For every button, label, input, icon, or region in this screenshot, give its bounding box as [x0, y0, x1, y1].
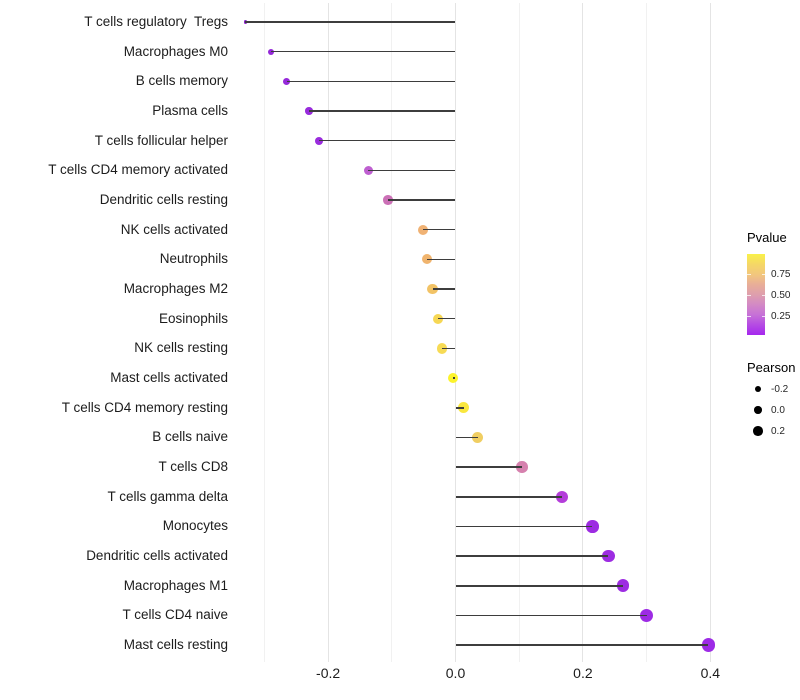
lollipop-segment [455, 466, 522, 468]
pvalue-tick-mark [747, 273, 751, 275]
minor-gridline [518, 3, 520, 662]
legend-pvalue-title: Pvalue [747, 230, 787, 245]
major-gridline [709, 3, 711, 662]
y-axis-label: Macrophages M1 [123, 577, 228, 593]
lollipop-dot [433, 313, 444, 324]
pearson-legend-dot [754, 406, 762, 414]
y-axis-label: NK cells activated [120, 221, 228, 237]
x-axis-tick-label: -0.2 [316, 665, 341, 681]
y-axis-label: Dendritic cells resting [99, 192, 228, 208]
lollipop-segment [432, 288, 456, 290]
lollipop-segment [455, 525, 593, 528]
pvalue-tick-label: 0.75 [771, 268, 791, 280]
y-axis-label: Neutrophils [159, 251, 228, 267]
y-axis-label: B cells memory [135, 73, 228, 89]
y-axis-label: Mast cells activated [110, 370, 228, 386]
lollipop-segment [270, 50, 456, 53]
x-axis-tick-label: 0.0 [445, 665, 466, 681]
y-axis-label: T cells gamma delta [107, 488, 228, 504]
pearson-legend-dot [755, 386, 761, 392]
y-axis-label: T cells CD4 naive [122, 607, 228, 623]
pvalue-tick-mark [761, 273, 765, 275]
lollipop-dot [515, 461, 528, 473]
pvalue-tick-mark [747, 315, 751, 317]
legend-pearson-title: Pearson [747, 360, 796, 375]
lollipop-dot [616, 579, 630, 593]
y-axis-label: T cells CD4 memory resting [61, 399, 228, 415]
x-axis-tick-label: 0.2 [573, 665, 593, 681]
lollipop-segment [455, 436, 478, 439]
lollipop-segment [245, 21, 456, 23]
pearson-legend-label: -0.2 [771, 384, 789, 395]
pearson-legend-label: 0.0 [771, 405, 785, 416]
minor-gridline [646, 3, 648, 662]
y-axis-label: Plasma cells [152, 103, 228, 118]
lollipop-segment [308, 110, 456, 112]
y-axis-label: Monocytes [162, 518, 228, 534]
lollipop-dot [701, 638, 716, 652]
lollipop-segment [455, 644, 709, 646]
lollipop-segment [438, 317, 456, 320]
lollipop-dot [640, 608, 654, 622]
lollipop-dot [427, 283, 438, 295]
lollipop-segment [427, 258, 456, 261]
major-gridline [455, 3, 456, 662]
y-axis-label: T cells CD8 [158, 459, 228, 475]
lollipop-segment [455, 614, 647, 617]
lollipop-segment [423, 228, 456, 231]
lollipop-dot [555, 490, 568, 503]
lollipop-segment [452, 377, 456, 379]
lollipop-dot [472, 431, 484, 443]
y-axis-label: NK cells resting [134, 340, 228, 356]
lollipop-segment [442, 347, 456, 350]
pvalue-tick-label: 0.50 [771, 289, 791, 301]
pvalue-tick-mark [761, 294, 765, 296]
pearson-legend-dot [753, 426, 763, 436]
lollipop-segment [286, 80, 456, 83]
lollipop-segment [455, 584, 624, 587]
y-axis-label: T cells regulatory Tregs [84, 14, 228, 29]
y-axis-label: Dendritic cells activated [86, 548, 228, 564]
lollipop-segment [455, 495, 562, 498]
lollipop-segment [368, 169, 456, 172]
lollipop-dot [458, 402, 470, 414]
lollipop-segment [387, 199, 456, 201]
y-axis-label: B cells naive [152, 429, 228, 445]
pvalue-tick-label: 0.25 [771, 310, 791, 322]
lollipop-segment [455, 406, 464, 409]
pearson-legend-label: 0.2 [771, 426, 785, 437]
x-axis-tick-label: 0.4 [700, 665, 721, 681]
pvalue-tick-mark [747, 294, 751, 296]
pvalue-tick-mark [761, 315, 765, 317]
y-axis-label: Macrophages M2 [123, 281, 228, 297]
minor-gridline [391, 3, 393, 662]
major-gridline [582, 3, 584, 662]
pvalue-gradient-bar [747, 254, 765, 335]
y-axis-label: Macrophages M0 [123, 43, 228, 59]
y-axis-label: Eosinophils [158, 310, 228, 326]
lollipop-segment [318, 139, 456, 142]
legend-pvalue: Pvalue 0.75 0.50 0.25 [744, 230, 800, 350]
y-axis-label: T cells follicular helper [94, 132, 228, 148]
y-axis-label: Mast cells resting [123, 637, 228, 653]
minor-gridline [263, 3, 265, 662]
lollipop-segment [455, 555, 609, 557]
lollipop-dot [602, 549, 615, 563]
major-gridline [327, 3, 329, 662]
legend-pearson: Pearson -0.2 0.0 0.2 [744, 360, 800, 450]
y-axis-label: T cells CD4 memory activated [48, 162, 228, 178]
